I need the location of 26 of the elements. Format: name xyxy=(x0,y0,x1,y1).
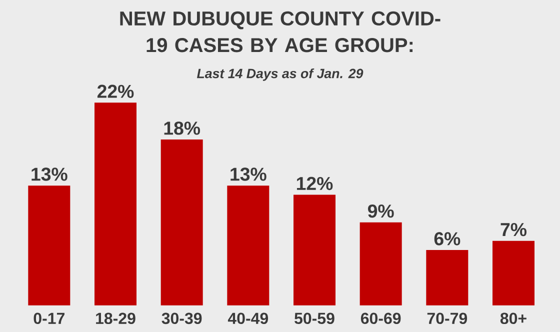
x-tick-label: 60-69 xyxy=(360,312,401,324)
data-label: 9% xyxy=(368,204,394,218)
bar xyxy=(294,194,336,306)
data-label: 13% xyxy=(230,168,266,181)
x-tick-label: 50-59 xyxy=(294,312,334,324)
bar xyxy=(160,140,203,306)
bar xyxy=(28,186,70,306)
bar xyxy=(492,240,534,306)
x-tick-label: 18-29 xyxy=(96,312,136,324)
data-label: 12% xyxy=(296,176,333,190)
x-tick-label: 0-17 xyxy=(34,312,64,324)
bar xyxy=(426,250,468,306)
bar xyxy=(360,222,402,306)
bar xyxy=(227,186,270,306)
chart-title: NEW DUBUQUE COUNTY COVID-19 CASES BY AGE GROUP: xyxy=(120,11,440,52)
chart-subtitle: Last 14 Days as of Jan. 29 xyxy=(196,68,364,81)
bar xyxy=(94,102,136,306)
data-label: 7% xyxy=(500,223,526,236)
data-label: 18% xyxy=(164,122,200,135)
x-tick-label: 40-49 xyxy=(228,312,268,324)
x-tick-label: 70-79 xyxy=(427,312,468,324)
data-label: 13% xyxy=(32,168,68,181)
x-tick-label: 30-39 xyxy=(162,312,202,324)
x-tick-label: 80+ xyxy=(500,312,526,324)
data-label: 6% xyxy=(434,232,460,246)
data-label: 22% xyxy=(97,84,134,98)
